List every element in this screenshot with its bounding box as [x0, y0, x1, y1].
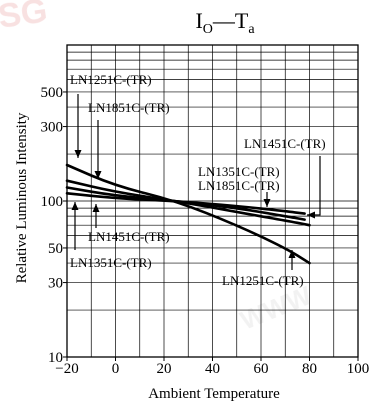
x-tick-label: 40: [205, 361, 220, 377]
x-tick-label: −20: [55, 361, 78, 377]
annotation-label: LN1251C-(TR): [70, 72, 152, 87]
x-tick-label: 20: [157, 361, 172, 377]
series-line-ln1451c-tr-: [65, 192, 306, 215]
annotation-label: LN1851C-(TR): [88, 100, 170, 115]
y-tick-label: 10: [48, 350, 63, 366]
annotation-label: LN1451C-(TR): [244, 136, 326, 151]
arrowhead: [307, 211, 315, 219]
x-tick-label: 80: [302, 361, 317, 377]
grid: [66, 45, 359, 357]
y-axis-label: Relative Luminous Intensity: [14, 112, 30, 283]
arrowhead: [263, 199, 271, 207]
annotation-label: LN1251C-(TR): [222, 273, 304, 288]
annotation-label: LN1351C-(TR): [198, 164, 280, 179]
y-tick-label: 50: [48, 241, 63, 257]
x-tick-label: 60: [254, 361, 269, 377]
annotation-arrow: [307, 156, 321, 216]
y-tick-label: 30: [48, 276, 63, 292]
arrowhead: [71, 202, 79, 210]
arrowhead: [288, 250, 296, 258]
x-tick-label: 0: [112, 361, 120, 377]
series-lines: [65, 163, 311, 265]
series-line-ln1251c-tr-: [65, 163, 311, 265]
x-tick-label: 100: [347, 361, 370, 377]
svg-text:SG: SG: [0, 0, 50, 36]
annotation-label: LN1851C-(TR): [198, 178, 280, 193]
arrowhead: [92, 204, 100, 212]
annotations: LN1251C-(TR) LN1851C-(TR) LN1451C-(TR) LN13…: [70, 72, 326, 288]
y-tick-label: 500: [41, 85, 64, 101]
arrowhead: [94, 171, 102, 179]
chart-title: IO—Ta: [195, 8, 255, 37]
y-tick-label: 300: [41, 120, 64, 136]
annotation-label: LN1351C-(TR): [70, 255, 152, 270]
svg-text:WWW: WWW: [236, 280, 316, 336]
x-axis-label: Ambient Temperature: [148, 386, 280, 402]
axes: −20 0 20 40 60 80 100 10 30 50 100 300 500: [41, 44, 370, 377]
arrowhead: [74, 150, 82, 158]
y-tick-label: 100: [41, 194, 64, 210]
annotation-label: LN1451C-(TR): [88, 229, 170, 244]
